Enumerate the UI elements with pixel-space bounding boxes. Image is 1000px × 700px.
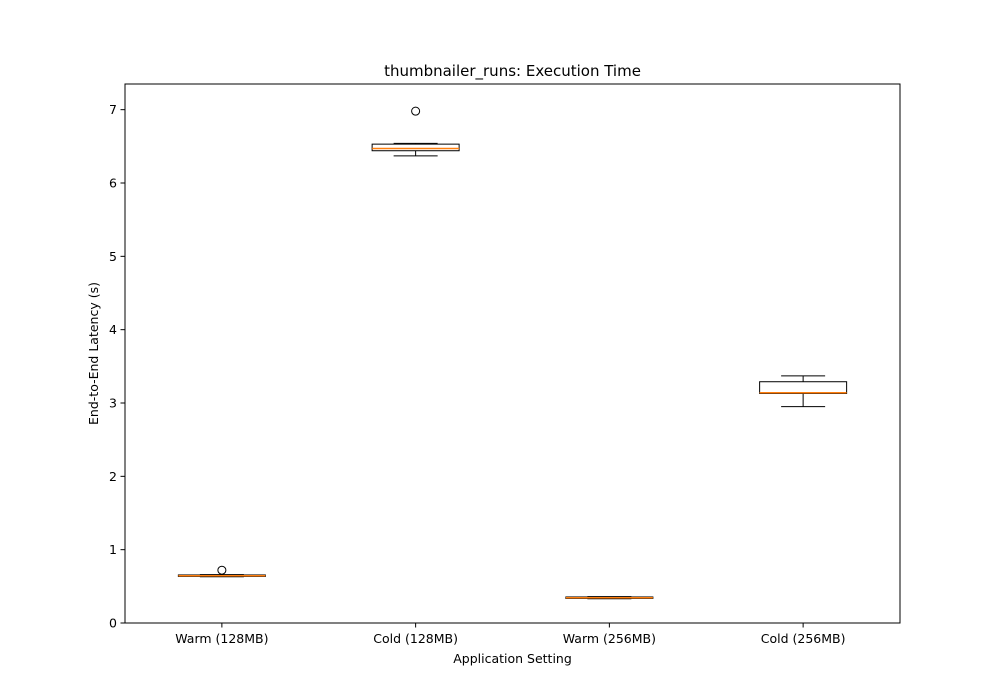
y-axis-label: End-to-End Latency (s) (86, 282, 101, 425)
y-axis: 0 1 2 3 4 5 6 7 (109, 102, 125, 631)
chart-title: thumbnailer_runs: Execution Time (384, 62, 641, 81)
outlier-point (411, 106, 421, 116)
outlier-point (217, 565, 227, 575)
y-tick-label: 1 (109, 542, 117, 557)
box-plot (759, 375, 848, 408)
x-tick-label: Cold (128MB) (373, 631, 458, 646)
y-tick-label: 0 (109, 616, 117, 631)
plot-area (124, 83, 901, 624)
x-axis: Warm (128MB) Cold (128MB) Warm (256MB) Cold… (175, 623, 845, 646)
x-tick-label: Warm (256MB) (563, 631, 656, 646)
y-tick-label: 5 (109, 249, 117, 264)
box-plot (565, 596, 654, 600)
box (371, 143, 460, 152)
box (759, 381, 848, 394)
x-tick-label: Warm (128MB) (175, 631, 268, 646)
y-tick-label: 4 (109, 322, 117, 337)
box-plot (177, 565, 266, 578)
box-series (177, 106, 848, 600)
y-tick-label: 2 (109, 469, 117, 484)
y-tick-label: 7 (109, 102, 117, 117)
y-tick-label: 3 (109, 396, 117, 411)
x-tick-label: Cold (256MB) (761, 631, 846, 646)
y-tick-label: 6 (109, 176, 117, 191)
box-plot (371, 106, 460, 157)
x-axis-label: Application Setting (453, 651, 572, 666)
